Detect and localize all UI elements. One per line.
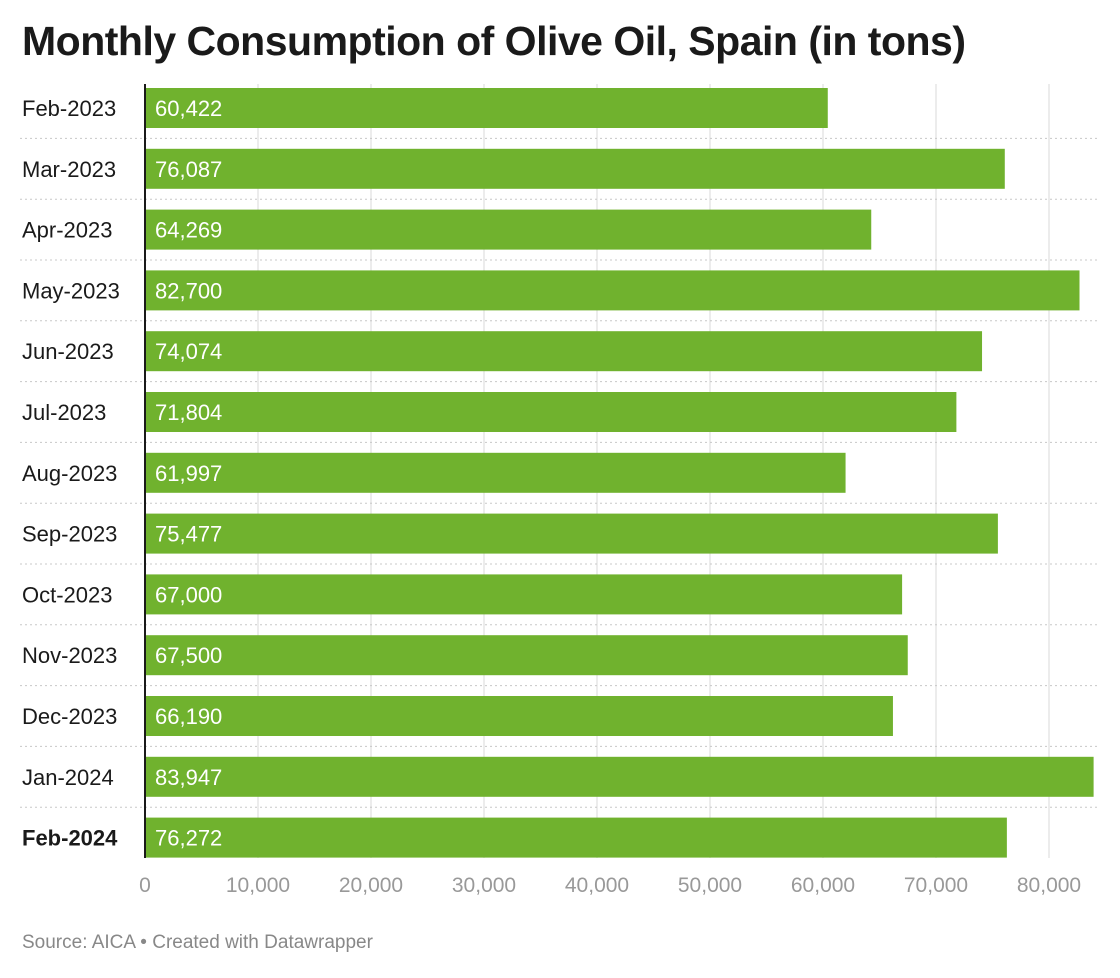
category-label: Feb-2023 — [22, 96, 116, 121]
value-label: 67,500 — [155, 643, 222, 668]
x-tick-label: 0 — [139, 874, 151, 897]
value-label: 64,269 — [155, 218, 222, 243]
x-tick-label: 70,000 — [904, 874, 968, 897]
category-label: Oct-2023 — [22, 582, 113, 607]
category-label: Jun-2023 — [22, 339, 114, 364]
category-label: Mar-2023 — [22, 157, 116, 182]
bar — [145, 452, 846, 493]
labels: Feb-2023 60,422 Mar-2023 76,087 Apr-2023 64,2… — [22, 96, 222, 851]
row-separators — [20, 137, 1100, 808]
chart-title: Monthly Consumption of Olive Oil, Spain … — [22, 18, 966, 64]
category-label: Nov-2023 — [22, 643, 117, 668]
category-label: Jul-2023 — [22, 400, 106, 425]
value-label: 66,190 — [155, 704, 222, 729]
value-label: 60,422 — [155, 96, 222, 121]
bar — [145, 696, 893, 736]
value-label: 83,947 — [155, 765, 222, 790]
category-label: Aug-2023 — [22, 461, 117, 486]
value-label: 76,087 — [155, 157, 222, 182]
value-label: 82,700 — [155, 278, 222, 303]
category-label: May-2023 — [22, 278, 120, 303]
category-label: Feb-2024 — [22, 826, 118, 851]
value-label: 67,000 — [155, 582, 222, 607]
bar — [145, 635, 908, 676]
bar — [145, 209, 872, 250]
bar — [145, 88, 828, 128]
x-tick-label: 10,000 — [226, 874, 290, 897]
x-tick-label: 40,000 — [565, 874, 629, 897]
x-tick-label: 50,000 — [678, 874, 742, 897]
bars — [145, 88, 1094, 858]
bar — [145, 513, 998, 554]
axes: 0 10,000 20,000 30,000 40,000 50,000 60,000 70,… — [139, 84, 1081, 897]
category-label: Jan-2024 — [22, 765, 114, 790]
value-label: 74,074 — [155, 339, 222, 364]
bar — [145, 756, 1094, 797]
category-label: Sep-2023 — [22, 522, 117, 547]
bar — [145, 817, 1007, 858]
value-label: 75,477 — [155, 522, 222, 547]
bar — [145, 574, 903, 615]
x-tick-label: 60,000 — [791, 874, 855, 897]
category-label: Dec-2023 — [22, 704, 117, 729]
bar — [145, 270, 1080, 311]
bar — [145, 331, 983, 372]
x-tick-label: 20,000 — [339, 874, 403, 897]
category-label: Apr-2023 — [22, 218, 113, 243]
bar — [145, 148, 1005, 189]
x-tick-label: 80,000 — [1017, 874, 1081, 897]
value-label: 61,997 — [155, 461, 222, 486]
value-label: 71,804 — [155, 400, 222, 425]
x-tick-label: 30,000 — [452, 874, 516, 897]
bar — [145, 392, 957, 432]
source-note: Source: AICA • Created with Datawrapper — [22, 932, 373, 953]
value-label: 76,272 — [155, 826, 222, 851]
